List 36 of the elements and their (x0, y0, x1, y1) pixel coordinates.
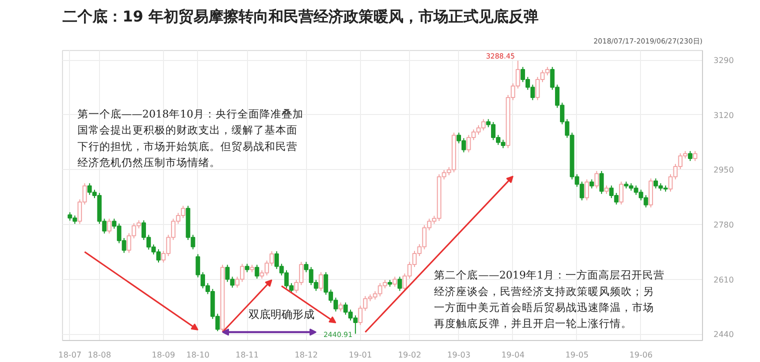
chart-title: 二个底：19 年初贸易摩擦转向和民营经济政策暖风，市场正式见底反弹 (62, 8, 539, 26)
annotation: 双底明确形成 (248, 308, 315, 321)
x-tick-label: 18-10 (186, 350, 210, 360)
x-tick-label: 19-06 (629, 350, 653, 360)
x-tick-label: 19-05 (565, 350, 589, 360)
y-tick-label: 3290 (714, 56, 734, 66)
candlestick (338, 302, 343, 312)
x-tick-label: 18-09 (152, 350, 176, 360)
candlestick (254, 264, 260, 280)
y-tick-label: 2440 (714, 330, 734, 340)
x-tick-label: 19-03 (447, 350, 470, 360)
x-tick-label: 19-02 (398, 350, 422, 360)
annotation: 第一个底——2018年10月：央行全面降准叠加国常会提出更积极的财政支出，缓解了基本面下行的担忧，市场开始筑底。但贸易战和民营经济危机仍然压制市场情绪。 (77, 108, 304, 170)
y-tick-label: 3120 (714, 110, 734, 120)
x-tick-label: 18-07 (58, 350, 82, 360)
x-tick-label: 19-01 (348, 350, 372, 360)
candlestick (619, 181, 624, 206)
candlestick (599, 170, 604, 194)
candlestick (692, 150, 698, 162)
candlestick (590, 178, 594, 189)
candlestick (107, 218, 112, 234)
candlestick (584, 178, 590, 201)
y-tick-label: 2610 (714, 275, 734, 284)
y-tick-label: 2950 (714, 166, 734, 175)
x-tick-label: 18-12 (294, 350, 318, 360)
candlestick (392, 276, 398, 288)
x-tick-label: 19-04 (501, 350, 525, 360)
x-tick-label: 18-11 (235, 350, 259, 360)
annotation: 第二个底——2019年1月：一方面高层召开民营经济座谈会，民营经济支持政策暖风频吹；另一方面中美元首会晤后贸易战迅速降温，市场再度触底反弹，并且开启一轮上涨行情。 (434, 268, 665, 330)
candlestick (318, 272, 324, 292)
candlestick (648, 178, 654, 208)
candlestick (688, 150, 692, 162)
candlestick (594, 170, 599, 189)
candlestick (398, 276, 402, 292)
y-tick-label: 2780 (714, 220, 734, 230)
x-tick-label: 18-08 (88, 350, 112, 360)
